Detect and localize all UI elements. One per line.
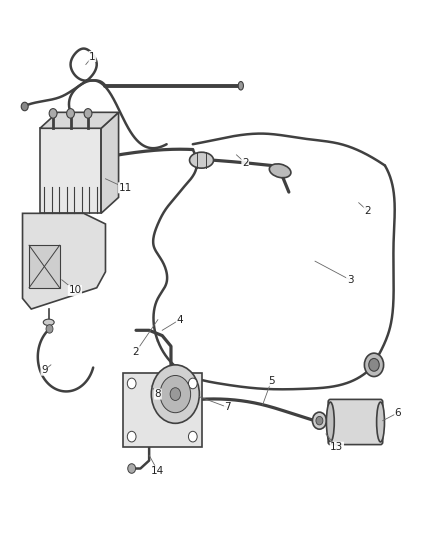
Ellipse shape: [43, 319, 54, 326]
Polygon shape: [101, 112, 119, 213]
Circle shape: [312, 412, 326, 429]
Circle shape: [369, 359, 379, 371]
Circle shape: [49, 109, 57, 118]
Ellipse shape: [269, 164, 291, 177]
Ellipse shape: [190, 152, 214, 168]
Circle shape: [160, 375, 191, 413]
Text: 10: 10: [68, 286, 81, 295]
Circle shape: [316, 416, 323, 425]
Ellipse shape: [377, 402, 385, 442]
Polygon shape: [22, 213, 106, 309]
Text: 13: 13: [330, 442, 343, 452]
Polygon shape: [40, 112, 119, 128]
FancyBboxPatch shape: [29, 245, 60, 288]
Text: 9: 9: [41, 365, 48, 375]
Text: 2: 2: [242, 158, 248, 168]
Circle shape: [188, 378, 197, 389]
FancyBboxPatch shape: [328, 399, 383, 445]
Circle shape: [21, 102, 28, 111]
Text: 11: 11: [119, 183, 132, 193]
Text: 6: 6: [395, 408, 401, 418]
FancyBboxPatch shape: [123, 373, 201, 447]
Text: 14: 14: [151, 466, 165, 476]
Circle shape: [128, 464, 136, 473]
Circle shape: [364, 353, 384, 376]
Ellipse shape: [326, 402, 334, 442]
Circle shape: [151, 365, 199, 423]
Circle shape: [84, 109, 92, 118]
Text: 5: 5: [268, 376, 275, 386]
Circle shape: [188, 431, 197, 442]
Text: 2: 2: [364, 206, 371, 216]
Text: 7: 7: [224, 402, 231, 413]
Circle shape: [127, 431, 136, 442]
Text: 4: 4: [177, 314, 183, 325]
Polygon shape: [40, 128, 101, 213]
Text: 8: 8: [155, 389, 161, 399]
Text: 1: 1: [89, 52, 95, 61]
Circle shape: [127, 378, 136, 389]
Circle shape: [170, 387, 180, 400]
Text: 3: 3: [346, 275, 353, 285]
Text: 2: 2: [133, 346, 139, 357]
Circle shape: [67, 109, 74, 118]
Circle shape: [46, 325, 53, 333]
Ellipse shape: [238, 82, 244, 90]
